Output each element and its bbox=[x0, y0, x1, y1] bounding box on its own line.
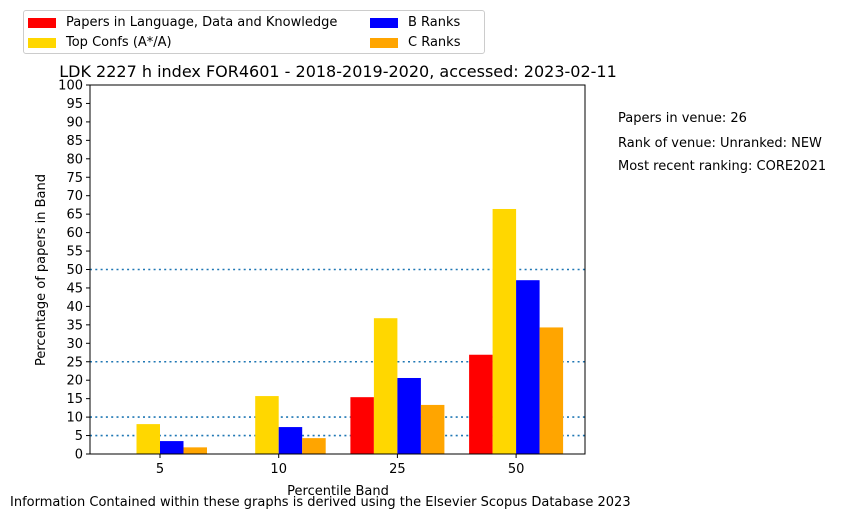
bar bbox=[136, 424, 160, 454]
y-tick-label: 50 bbox=[66, 263, 83, 278]
legend-label: Papers in Language, Data and Knowledge bbox=[66, 15, 338, 30]
bar bbox=[397, 377, 421, 454]
bar bbox=[516, 280, 540, 454]
bar bbox=[373, 318, 398, 454]
y-tick-label: 60 bbox=[66, 226, 83, 241]
source-footnote: Information Contained within these graph… bbox=[10, 495, 631, 510]
legend-label: C Ranks bbox=[408, 35, 461, 50]
y-tick-label: 25 bbox=[66, 355, 83, 370]
bar bbox=[183, 447, 207, 454]
y-tick-label: 75 bbox=[66, 171, 83, 186]
legend-swatch bbox=[370, 38, 398, 48]
x-tick-label: 5 bbox=[156, 462, 164, 477]
legend-swatch bbox=[28, 38, 56, 48]
y-tick-label: 70 bbox=[66, 189, 83, 204]
most-recent-ranking: Most recent ranking: CORE2021 bbox=[618, 159, 827, 174]
y-tick-label: 10 bbox=[66, 411, 83, 426]
bar bbox=[278, 427, 303, 454]
legend: Papers in Language, Data and Knowledge T… bbox=[23, 10, 485, 54]
x-tick-label: 25 bbox=[389, 462, 406, 477]
y-tick-label: 0 bbox=[75, 448, 83, 463]
bar bbox=[492, 208, 517, 454]
y-axis: 0 5 10 15 20 25 30 35 40 45 50 55 60 65 70 75 80 85 90 95 10… bbox=[58, 79, 90, 463]
x-axis-label: Percentile Band bbox=[287, 484, 389, 499]
legend-label: B Ranks bbox=[408, 15, 461, 30]
rank-of-venue: Rank of venue: Unranked: NEW bbox=[618, 136, 822, 151]
y-tick-label: 35 bbox=[66, 318, 83, 333]
y-tick-label: 40 bbox=[66, 300, 83, 315]
y-tick-label: 5 bbox=[75, 429, 83, 444]
bar bbox=[255, 396, 279, 454]
y-tick-label: 100 bbox=[58, 79, 83, 94]
legend-swatch bbox=[370, 18, 398, 28]
bar bbox=[539, 327, 564, 454]
y-tick-label: 15 bbox=[66, 392, 83, 407]
bar bbox=[302, 438, 326, 454]
bar bbox=[420, 404, 445, 454]
chart-title: LDK 2227 h index FOR4601 - 2018-2019-202… bbox=[59, 62, 617, 81]
papers-in-venue: Papers in venue: 26 bbox=[618, 111, 747, 126]
x-tick-label: 50 bbox=[508, 462, 525, 477]
legend-label: Top Confs (A*/A) bbox=[66, 35, 172, 50]
bar bbox=[160, 441, 184, 454]
y-tick-label: 65 bbox=[66, 208, 83, 223]
bar bbox=[469, 354, 493, 454]
bars bbox=[136, 208, 564, 454]
y-tick-label: 20 bbox=[66, 374, 83, 389]
legend-swatch bbox=[28, 18, 56, 28]
x-axis: 5 10 25 50 bbox=[156, 454, 525, 477]
y-axis-label: Percentage of papers in Band bbox=[34, 174, 49, 366]
x-tick-label: 10 bbox=[270, 462, 287, 477]
y-tick-label: 30 bbox=[66, 337, 83, 352]
bar bbox=[350, 397, 374, 454]
y-tick-label: 85 bbox=[66, 134, 83, 149]
y-tick-label: 80 bbox=[66, 152, 83, 167]
y-tick-label: 45 bbox=[66, 281, 83, 296]
y-tick-label: 95 bbox=[66, 97, 83, 112]
y-tick-label: 90 bbox=[66, 115, 83, 130]
y-tick-label: 55 bbox=[66, 245, 83, 260]
